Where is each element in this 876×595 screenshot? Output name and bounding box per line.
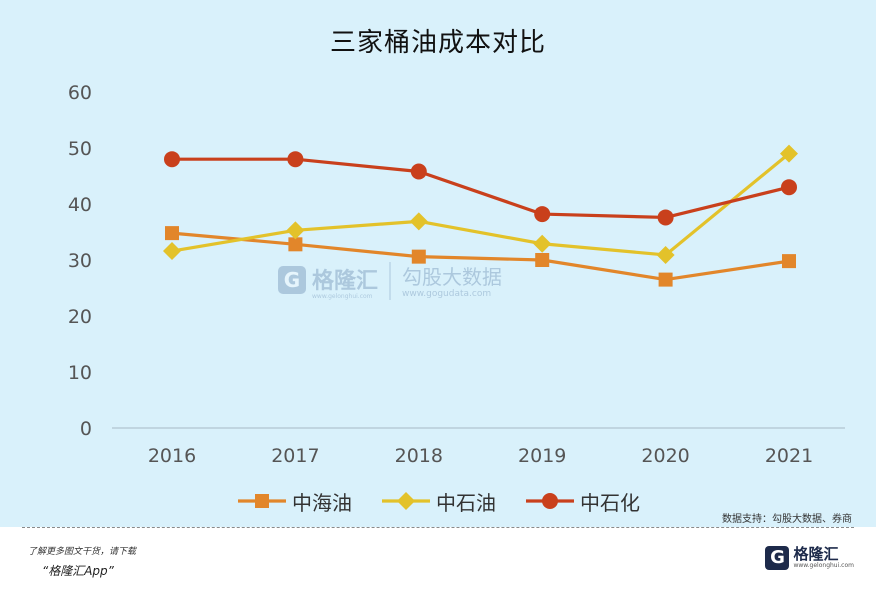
data-point [165,226,179,240]
data-point [410,212,428,230]
series-3 [164,151,797,225]
y-tick-label: 20 [68,306,92,328]
footer-download-hint: 了解更多图文干货，请下载 [28,544,136,557]
legend-swatch-icon [524,491,576,511]
data-point [164,151,180,167]
watermark: G 格隆汇 www.gelonghui.com 勾股大数据 www.goguda… [278,262,502,300]
data-point [659,273,673,287]
legend-item: 中石油 [380,487,496,516]
x-tick-label: 2021 [765,445,813,467]
legend-label: 中石化 [580,487,640,516]
line-chart: G 格隆汇 www.gelonghui.com 勾股大数据 www.goguda… [0,0,876,527]
x-tick-label: 2018 [395,445,443,467]
footer-logo: G 格隆汇 www.gelonghui.com [765,546,854,570]
data-point [658,209,674,225]
svg-text:G: G [284,268,300,292]
legend-swatch-icon [380,491,432,511]
logo-icon: G [765,546,789,570]
y-tick-label: 0 [80,418,92,440]
footer-app-name: “格隆汇App” [42,562,114,579]
data-point [781,179,797,195]
watermark-right-url: www.gogudata.com [402,289,491,299]
data-point [412,250,426,264]
series-2 [163,145,798,264]
data-point [286,221,304,239]
series-line [172,154,789,255]
y-tick-label: 60 [68,82,92,104]
legend-swatch-marker [255,494,269,508]
legend-item: 中石化 [524,487,640,516]
series-line [172,159,789,217]
y-tick-label: 10 [68,362,92,384]
legend-swatch-marker [397,492,415,510]
legend-swatch-icon [236,491,288,511]
data-point [411,164,427,180]
chart-panel: 三家桶油成本对比 G 格隆汇 www.gelonghui.com 勾股大数据 w… [0,0,876,527]
data-point [287,151,303,167]
legend-label: 中石油 [436,487,496,516]
legend-label: 中海油 [292,487,352,516]
source-note: 数据支持：勾股大数据、券商 [722,510,852,525]
legend-swatch-marker [542,493,558,509]
logo-text: 格隆汇 [793,546,854,562]
data-point [533,235,551,253]
x-tick-label: 2020 [641,445,689,467]
y-tick-label: 30 [68,250,92,272]
x-tick-label: 2016 [148,445,196,467]
x-tick-label: 2017 [271,445,319,467]
data-point [534,206,550,222]
data-point [163,242,181,260]
y-tick-label: 40 [68,194,92,216]
x-tick-label: 2019 [518,445,566,467]
watermark-right-text: 勾股大数据 [402,265,502,289]
data-point [288,237,302,251]
data-point [535,253,549,267]
legend-item: 中海油 [236,487,352,516]
logo-url: www.gelonghui.com [793,562,854,570]
y-tick-label: 50 [68,138,92,160]
footer-divider [22,527,854,528]
watermark-left-text: 格隆汇 [312,268,378,294]
data-point [782,254,796,268]
watermark-left-url: www.gelonghui.com [312,293,373,300]
